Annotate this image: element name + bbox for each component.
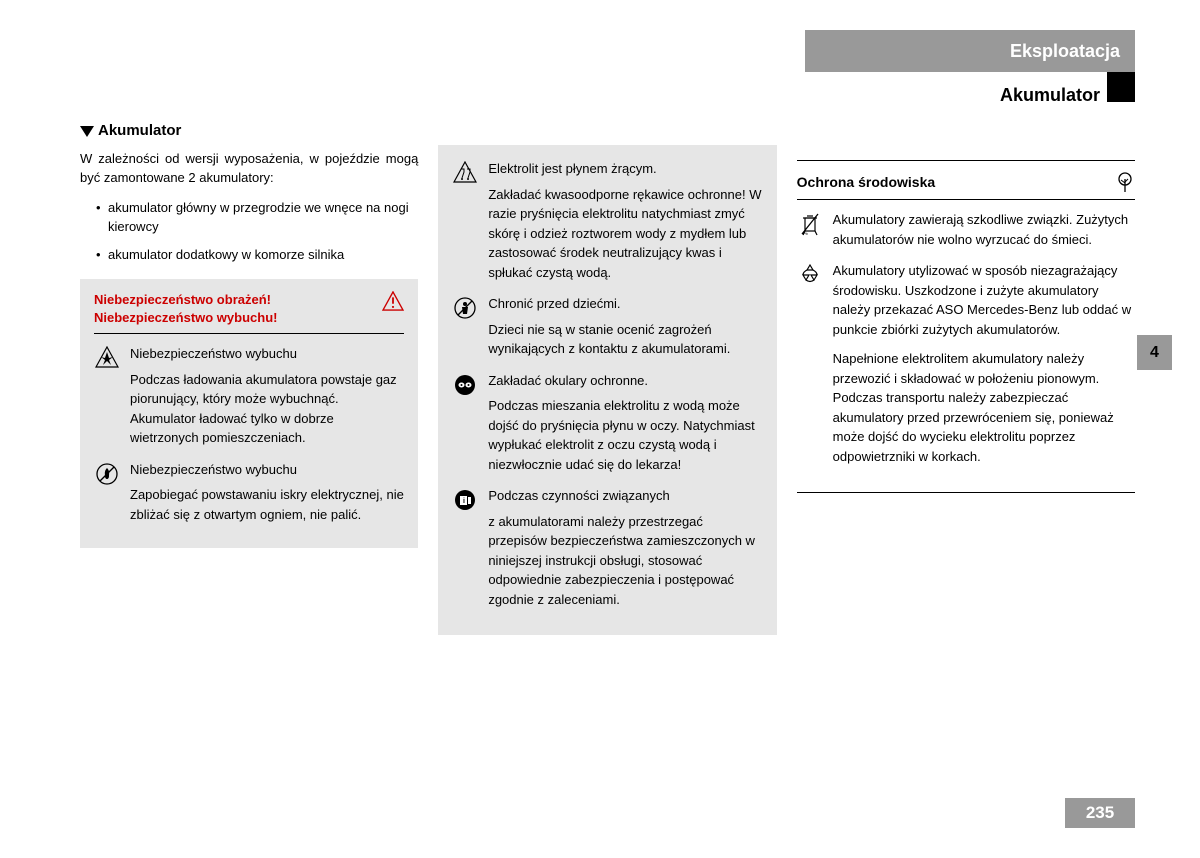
item-body: Zapobiegać powstawaniu iskry elektryczne… xyxy=(130,485,404,524)
hazard-item-3: Zakładać okulary ochronne. Podczas miesz… xyxy=(452,371,762,475)
item-body: Podczas mieszania elektrolitu z wodą moż… xyxy=(488,396,762,474)
column-3: Ochrona środowiska Pb xyxy=(797,120,1135,635)
item-body: Dzieci nie są w stanie ocenić zagrożeń w… xyxy=(488,320,762,359)
side-tab-number: 4 xyxy=(1150,344,1159,362)
item-title: Niebezpieczeństwo wybuchu xyxy=(130,460,404,480)
column-2: Elektrolit jest płynem żrącym. Zakładać … xyxy=(438,120,776,635)
warning-title-line2: Niebezpieczeństwo wybuchu! xyxy=(94,309,277,327)
corrosive-icon xyxy=(452,159,478,282)
page-number-text: 235 xyxy=(1086,803,1114,823)
recycle-icon xyxy=(797,261,823,466)
list-item: akumulator główny w przegrodzie we wnęce… xyxy=(96,198,418,237)
warning-title: Niebezpieczeństwo obrażeń! Niebezpieczeń… xyxy=(94,291,277,327)
hazard-item-2-text: Chronić przed dziećmi. Dzieci nie są w s… xyxy=(488,294,762,359)
item-body: Akumulatory utylizować w sposób niezagra… xyxy=(833,261,1135,339)
section-title: Akumulator xyxy=(80,120,418,143)
item-body: Akumulatory zawierają szkodliwe związki.… xyxy=(833,210,1135,249)
warning-triangle-icon xyxy=(382,291,404,311)
env-title: Ochrona środowiska xyxy=(797,172,935,193)
item-title: Chronić przed dziećmi. xyxy=(488,294,762,314)
item-body: z akumulatorami należy przestrzegać prze… xyxy=(488,512,762,610)
item-title: Podczas czynności związanych xyxy=(488,486,762,506)
item-body: Podczas ładowania akumulatora powstaje g… xyxy=(130,370,404,448)
keep-away-children-icon xyxy=(452,294,478,359)
warning-item-2-text: Niebezpieczeństwo wybuchu Zapobiegać pow… xyxy=(130,460,404,525)
tree-icon xyxy=(1115,171,1135,193)
column-2-box: Elektrolit jest płynem żrącym. Zakładać … xyxy=(438,145,776,635)
bullet-list: akumulator główny w przegrodzie we wnęce… xyxy=(80,198,418,265)
page-number: 235 xyxy=(1065,798,1135,828)
hazard-item-3-text: Zakładać okulary ochronne. Podczas miesz… xyxy=(488,371,762,475)
env-item-2-text: Akumulatory utylizować w sposób niezagra… xyxy=(833,261,1135,466)
no-flame-icon xyxy=(94,460,120,525)
warning-header: Niebezpieczeństwo obrażeń! Niebezpieczeń… xyxy=(94,291,404,334)
triangle-marker-icon xyxy=(80,126,94,137)
column-1: Akumulator W zależności od wersji wyposa… xyxy=(80,120,418,635)
env-item-2: Akumulatory utylizować w sposób niezagra… xyxy=(797,261,1135,466)
explosion-icon xyxy=(94,344,120,448)
env-item-1: Pb Akumulatory zawierają szkodliwe związ… xyxy=(797,210,1135,249)
item-body: Zakładać kwasoodporne rękawice ochronne!… xyxy=(488,185,762,283)
hazard-item-2: Chronić przed dziećmi. Dzieci nie są w s… xyxy=(452,294,762,359)
page-subtitle: Akumulator xyxy=(1000,85,1100,106)
section-title-text: Akumulator xyxy=(98,120,181,143)
header-black-tab xyxy=(1107,72,1135,102)
intro-paragraph: W zależności od wersji wyposażenia, w po… xyxy=(80,149,418,188)
item-title: Niebezpieczeństwo wybuchu xyxy=(130,344,404,364)
no-trash-icon: Pb xyxy=(797,210,823,249)
env-header: Ochrona środowiska xyxy=(797,171,1135,200)
header-bar-text: Eksploatacja xyxy=(1010,41,1120,62)
hazard-item-1: Elektrolit jest płynem żrącym. Zakładać … xyxy=(452,159,762,282)
side-chapter-tab: 4 xyxy=(1137,335,1172,370)
warning-item-2: Niebezpieczeństwo wybuchu Zapobiegać pow… xyxy=(94,460,404,525)
item-title: Zakładać okulary ochronne. xyxy=(488,371,762,391)
content-columns: Akumulator W zależności od wersji wyposa… xyxy=(80,120,1135,635)
hazard-item-1-text: Elektrolit jest płynem żrącym. Zakładać … xyxy=(488,159,762,282)
environment-box: Ochrona środowiska Pb xyxy=(797,160,1135,493)
hazard-item-4: i Podczas czynności związanych z akumula… xyxy=(452,486,762,609)
manual-info-icon: i xyxy=(452,486,478,609)
list-item: akumulator dodatkowy w komorze silnika xyxy=(96,245,418,265)
env-item-1-text: Akumulatory zawierają szkodliwe związki.… xyxy=(833,210,1135,249)
svg-text:Pb: Pb xyxy=(803,231,809,236)
hazard-item-4-text: Podczas czynności związanych z akumulato… xyxy=(488,486,762,609)
warning-box: Niebezpieczeństwo obrażeń! Niebezpieczeń… xyxy=(80,279,418,548)
eye-protection-icon xyxy=(452,371,478,475)
item-body-extra: Napełnione elektrolitem akumulatory nale… xyxy=(833,349,1135,466)
item-title: Elektrolit jest płynem żrącym. xyxy=(488,159,762,179)
warning-title-line1: Niebezpieczeństwo obrażeń! xyxy=(94,291,277,309)
warning-item-1: Niebezpieczeństwo wybuchu Podczas ładowa… xyxy=(94,344,404,448)
header-bar: Eksploatacja xyxy=(805,30,1135,72)
warning-item-1-text: Niebezpieczeństwo wybuchu Podczas ładowa… xyxy=(130,344,404,448)
svg-text:i: i xyxy=(463,498,465,505)
